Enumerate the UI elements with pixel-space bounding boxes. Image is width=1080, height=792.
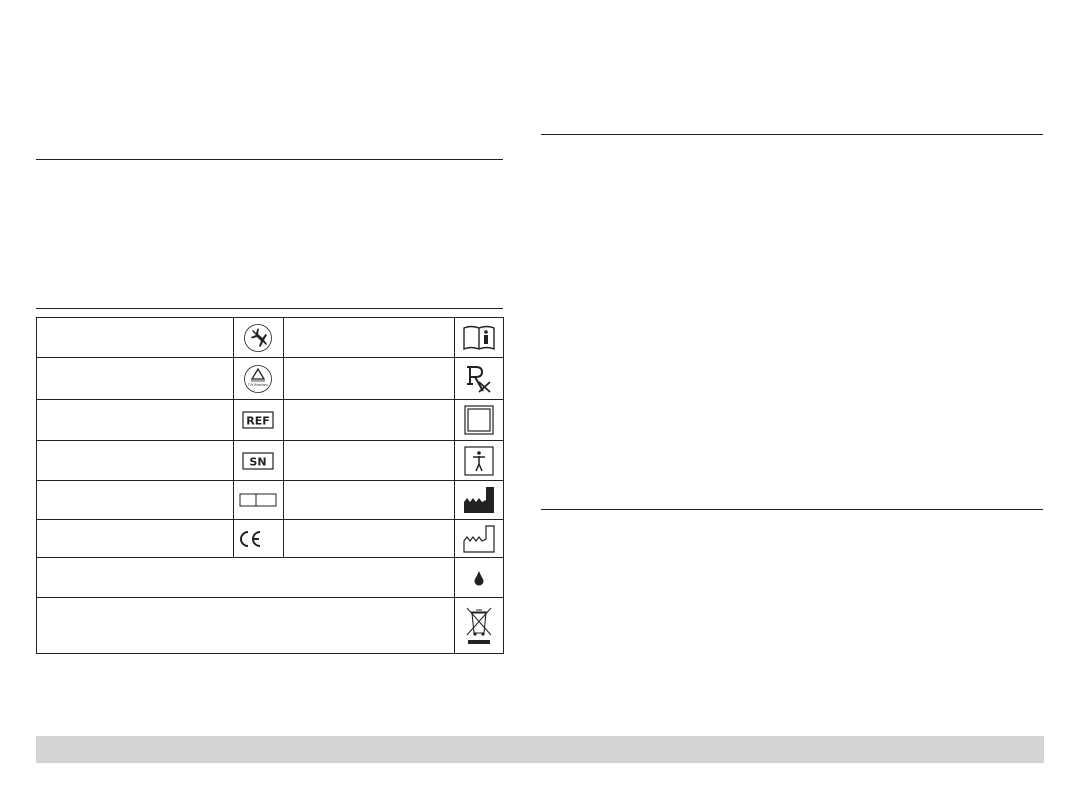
date-of-manufacture-icon xyxy=(463,524,495,553)
section-divider xyxy=(541,134,1043,135)
section-divider xyxy=(36,308,503,309)
symbol-description xyxy=(35,557,456,598)
class-ii-double-square-icon xyxy=(464,405,494,435)
table-row xyxy=(36,480,504,520)
rx-prescription-icon xyxy=(467,365,491,393)
symbol-description xyxy=(36,357,234,400)
split-box-icon xyxy=(239,493,277,507)
symbol-description xyxy=(36,317,234,358)
symbol-description xyxy=(36,440,234,481)
symbol-description xyxy=(36,480,234,520)
symbol-description xyxy=(283,480,456,520)
consult-instructions-icon xyxy=(463,325,495,350)
symbol-description xyxy=(283,317,456,358)
symbol-description xyxy=(283,399,456,441)
drop-icon xyxy=(474,570,484,586)
symbol-description xyxy=(283,519,456,558)
section-divider xyxy=(541,509,1043,510)
symbol-description xyxy=(36,399,234,441)
ref-label: REF xyxy=(247,415,271,428)
table-row: REF xyxy=(36,399,504,441)
symbol-description xyxy=(283,440,456,481)
weee-crossed-bin-icon xyxy=(466,607,492,644)
table-row xyxy=(36,317,504,358)
airplane-circle-icon xyxy=(244,323,273,352)
table-row xyxy=(36,519,504,558)
symbols-table: TÜV Rheinland REF SN xyxy=(35,317,504,654)
table-row xyxy=(35,597,504,654)
sn-label: SN xyxy=(250,455,267,468)
table-row: SN xyxy=(36,440,504,481)
section-divider xyxy=(36,159,503,160)
symbol-description xyxy=(35,597,456,654)
sn-serial-number-icon: SN xyxy=(242,451,275,470)
symbol-description xyxy=(283,357,456,400)
manufacturer-filled-icon xyxy=(464,487,495,513)
symbol-description xyxy=(36,519,234,558)
table-row xyxy=(35,557,504,598)
tuv-certification-icon: TÜV Rheinland xyxy=(244,364,273,393)
tuv-logo-text: TÜV Rheinland xyxy=(248,382,269,387)
table-row: TÜV Rheinland xyxy=(36,357,504,400)
ce-mark-icon xyxy=(239,530,260,547)
type-bf-applied-part-icon xyxy=(464,445,494,476)
footer-bar xyxy=(36,736,1044,763)
ref-catalog-number-icon: REF xyxy=(242,411,275,429)
